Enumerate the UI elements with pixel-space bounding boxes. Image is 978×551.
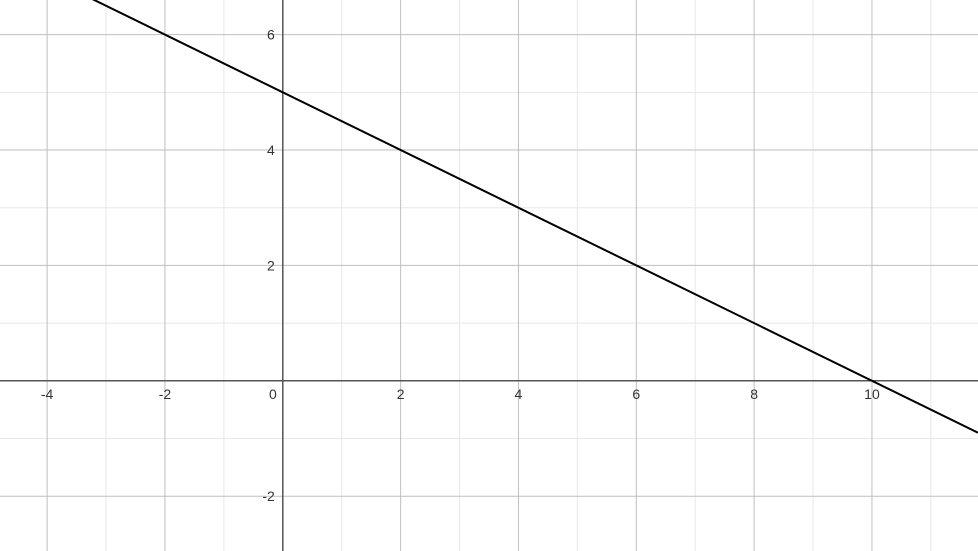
x-tick-label: 4 — [515, 386, 523, 402]
y-tick-label: 4 — [267, 142, 275, 158]
y-tick-label: 6 — [267, 27, 275, 43]
y-tick-label: -2 — [262, 488, 275, 504]
x-tick-label: 10 — [864, 386, 880, 402]
function-line — [0, 0, 978, 433]
x-tick-label: 2 — [397, 386, 405, 402]
axes — [0, 0, 978, 551]
x-tick-label: -4 — [41, 386, 54, 402]
y-tick-label: 2 — [267, 257, 275, 273]
plot — [0, 0, 978, 433]
x-tick-label: -2 — [159, 386, 172, 402]
line-chart: -4 -2 0 2 4 6 8 10 -2 2 4 6 — [0, 0, 978, 551]
x-tick-label: 0 — [269, 386, 277, 402]
x-tick-label: 8 — [750, 386, 758, 402]
major-gridlines — [0, 0, 978, 551]
minor-gridlines — [0, 0, 978, 551]
x-tick-label: 6 — [632, 386, 640, 402]
